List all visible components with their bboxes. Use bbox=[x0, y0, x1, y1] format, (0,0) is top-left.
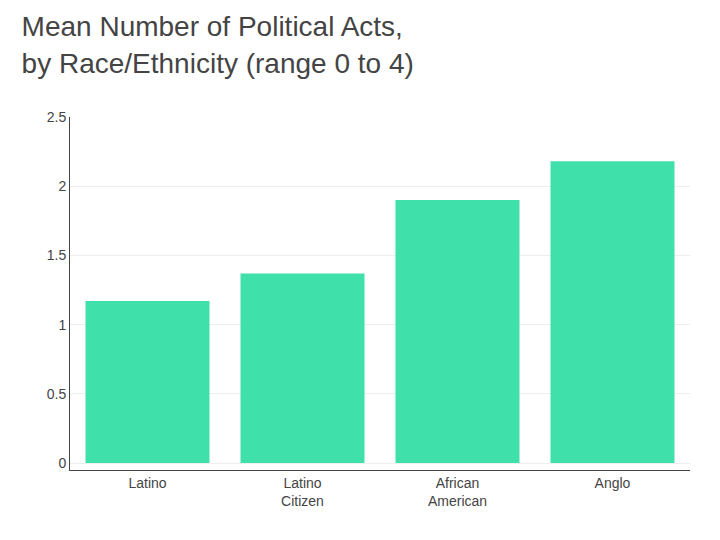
svg-text:0.5: 0.5 bbox=[47, 386, 67, 402]
svg-text:1.5: 1.5 bbox=[47, 247, 67, 263]
svg-text:Anglo: Anglo bbox=[595, 475, 631, 491]
svg-text:2: 2 bbox=[58, 178, 66, 194]
svg-text:Mean Number of Political Acts,: Mean Number of Political Acts,by Race/Et… bbox=[22, 11, 414, 78]
svg-text:Latino: Latino bbox=[128, 475, 166, 491]
svg-text:0: 0 bbox=[58, 455, 66, 471]
svg-text:2.5: 2.5 bbox=[47, 109, 67, 125]
svg-text:AfricanAmerican: AfricanAmerican bbox=[428, 475, 487, 509]
svg-text:LatinoCitizen: LatinoCitizen bbox=[281, 475, 324, 509]
svg-text:1: 1 bbox=[58, 317, 66, 333]
